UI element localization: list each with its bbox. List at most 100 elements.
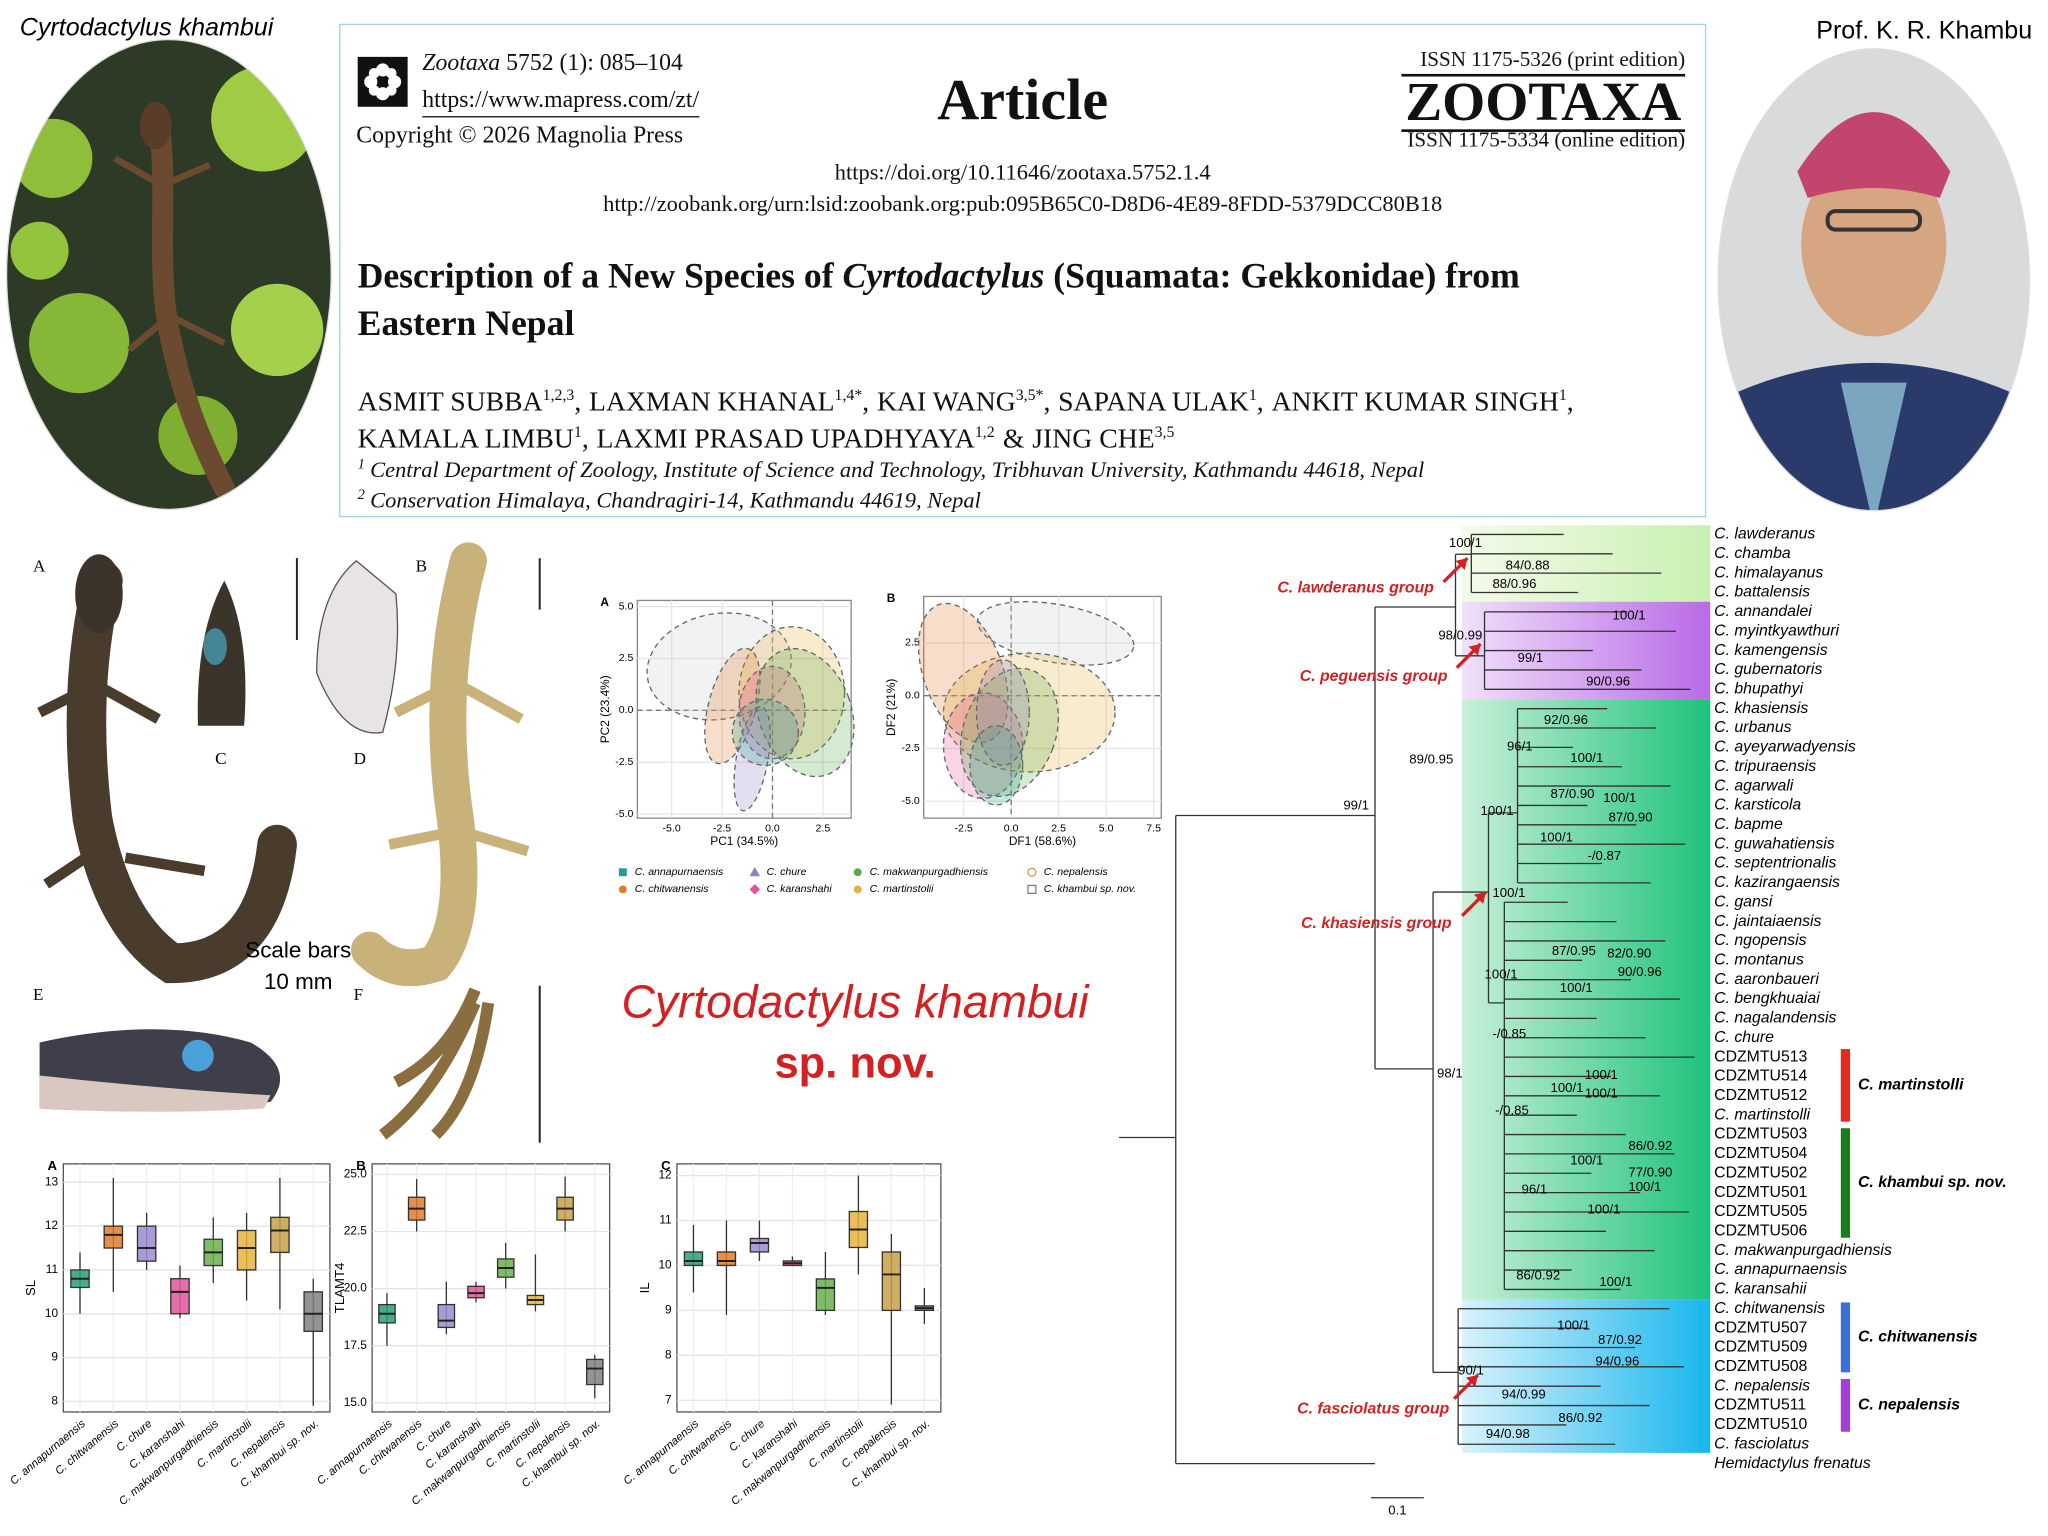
box bbox=[103, 1225, 124, 1249]
box bbox=[170, 1278, 190, 1315]
panel-label: F bbox=[354, 985, 364, 1004]
box bbox=[236, 1229, 257, 1271]
support-value: 82/0.90 bbox=[1607, 946, 1651, 961]
support-value: 100/1 bbox=[1492, 885, 1525, 900]
support-value: -/0.85 bbox=[1492, 1026, 1526, 1041]
zoobank: http://zoobank.org/urn:lsid:zoobank.org:… bbox=[603, 191, 1443, 217]
tip-label: C. agarwali bbox=[1714, 777, 1794, 794]
author-line: KAMALA LIMBU1, LAXMI PRASAD UPADHYAYA1,2 &… bbox=[358, 422, 1183, 455]
plot-area bbox=[62, 1163, 331, 1413]
tip-label: CDZMTU504 bbox=[1714, 1145, 1807, 1162]
group-ellipse bbox=[704, 647, 761, 765]
support-value: 96/1 bbox=[1507, 738, 1533, 753]
legend-marker bbox=[749, 866, 761, 877]
y-tick-label: 13 bbox=[45, 1174, 59, 1188]
title-part: Description of a New Species of bbox=[357, 255, 834, 296]
author: KAMALA LIMBU1, bbox=[358, 422, 589, 454]
tip-label: CDZMTU508 bbox=[1714, 1358, 1807, 1375]
support-value: 100/1 bbox=[1449, 535, 1482, 550]
group-ellipse bbox=[959, 667, 1060, 798]
box bbox=[749, 1237, 770, 1253]
box bbox=[585, 1358, 604, 1386]
journal-wordmark: ZOOTAXA bbox=[1401, 73, 1686, 132]
tip-label: C. annandalei bbox=[1714, 603, 1812, 620]
tip-label: C. guwahatiensis bbox=[1714, 835, 1835, 852]
author: ASMIT SUBBA1,2,3, bbox=[358, 385, 582, 417]
separator: , bbox=[1256, 385, 1264, 417]
x-tick-label: -5.0 bbox=[663, 822, 681, 834]
box bbox=[683, 1251, 704, 1267]
clade-label: C. nepalensis bbox=[1858, 1397, 1960, 1414]
group-ellipse bbox=[731, 698, 800, 767]
y-tick-label: 11 bbox=[46, 1262, 59, 1276]
tip-label: C. nagalandensis bbox=[1714, 1010, 1836, 1027]
axis-title: IL bbox=[637, 1282, 652, 1293]
author-affiliation: 3,5 bbox=[1154, 422, 1175, 441]
y-tick-label: -5.0 bbox=[902, 795, 920, 807]
header-box bbox=[339, 23, 1707, 518]
article-type: Article bbox=[937, 67, 1109, 132]
tip-label: C. karsticola bbox=[1714, 797, 1801, 814]
tip-label: C. ngopensis bbox=[1714, 932, 1806, 949]
title-genus: Cyrtodactylus bbox=[842, 255, 1045, 296]
plot-area bbox=[636, 599, 852, 819]
support-value: 100/1 bbox=[1603, 790, 1636, 805]
author-name: SAPANA ULAK bbox=[1058, 385, 1249, 417]
author-name: KAMALA LIMBU bbox=[357, 422, 574, 454]
copyright: Copyright © 2026 Magnolia Press bbox=[356, 121, 684, 148]
legend-label: C. martinstolii bbox=[870, 883, 935, 895]
panel-label: D bbox=[354, 749, 366, 768]
support-value: 86/0.92 bbox=[1558, 1410, 1602, 1425]
legend-marker bbox=[749, 884, 761, 895]
journal-url: https://www.mapress.com/zt/ bbox=[422, 86, 700, 118]
panel-label: E bbox=[33, 985, 43, 1004]
group-arrowhead bbox=[1466, 1375, 1478, 1387]
author-line: ASMIT SUBBA1,2,3, LAXMAN KHANAL1,4*, KAI W… bbox=[358, 385, 1582, 418]
legend-marker bbox=[618, 885, 627, 894]
author: JING CHE3,5 bbox=[1032, 422, 1174, 454]
paper-title: Eastern Nepal bbox=[357, 303, 575, 344]
legend-marker bbox=[853, 868, 862, 877]
affiliation-number: 2 bbox=[357, 486, 365, 503]
author: SAPANA ULAK1, bbox=[1058, 385, 1264, 417]
group-label: C. fasciolatus group bbox=[1297, 1401, 1449, 1418]
journal-logo bbox=[357, 56, 408, 107]
support-value: -/0.85 bbox=[1495, 1103, 1529, 1118]
support-value: 100/1 bbox=[1540, 829, 1573, 844]
plot-area bbox=[371, 1163, 611, 1413]
y-tick-label: 22.5 bbox=[344, 1224, 367, 1238]
author-affiliation: 1,4* bbox=[834, 385, 863, 404]
box bbox=[437, 1303, 456, 1329]
support-value: 99/1 bbox=[1518, 650, 1544, 665]
tip-label: C. gubernatoris bbox=[1714, 661, 1822, 678]
y-tick-label: 2.5 bbox=[619, 652, 634, 664]
journal-name: Zootaxa bbox=[422, 48, 501, 76]
author: ANKIT KUMAR SINGH1, bbox=[1271, 385, 1573, 417]
panel-label: A bbox=[600, 595, 609, 609]
legend-label: C. chitwanensis bbox=[635, 883, 710, 895]
clade-label: C. khambui sp. nov. bbox=[1858, 1174, 2007, 1191]
affiliation: 1 Central Department of Zoology, Institut… bbox=[358, 457, 1425, 484]
tip-label: CDZMTU501 bbox=[1714, 1184, 1807, 1201]
support-value: 90/0.96 bbox=[1586, 674, 1630, 689]
x-tick-label: 2.5 bbox=[816, 822, 831, 834]
scale-label: 0.1 bbox=[1388, 1502, 1406, 1517]
tip-label: C. makwanpurgadhiensis bbox=[1714, 1242, 1892, 1259]
tip-label: C. bapme bbox=[1714, 816, 1783, 833]
tip-label: C. karansahii bbox=[1714, 1281, 1807, 1298]
affiliation: 2 Conservation Himalaya, Chandragiri-14, … bbox=[358, 487, 981, 514]
tip-label: CDZMTU505 bbox=[1714, 1203, 1807, 1220]
x-tick-label: 5.0 bbox=[1099, 822, 1114, 834]
y-tick-label: 17.5 bbox=[344, 1338, 367, 1352]
author-name: LAXMI PRASAD UPADHYAYA bbox=[596, 422, 975, 454]
axis-title: PC1 (34.5%) bbox=[710, 834, 778, 848]
support-value: 100/1 bbox=[1481, 803, 1514, 818]
tip-label: C. himalayanus bbox=[1714, 564, 1823, 581]
tip-label: C. jaintaiaensis bbox=[1714, 913, 1821, 930]
issn-print: ISSN 1175-5326 (print edition) bbox=[1420, 48, 1686, 72]
support-value: 96/1 bbox=[1521, 1182, 1547, 1197]
tip-label: CDZMTU514 bbox=[1714, 1068, 1807, 1085]
y-tick-label: 10 bbox=[45, 1306, 59, 1320]
tip-label: C. tripuraensis bbox=[1714, 758, 1816, 775]
